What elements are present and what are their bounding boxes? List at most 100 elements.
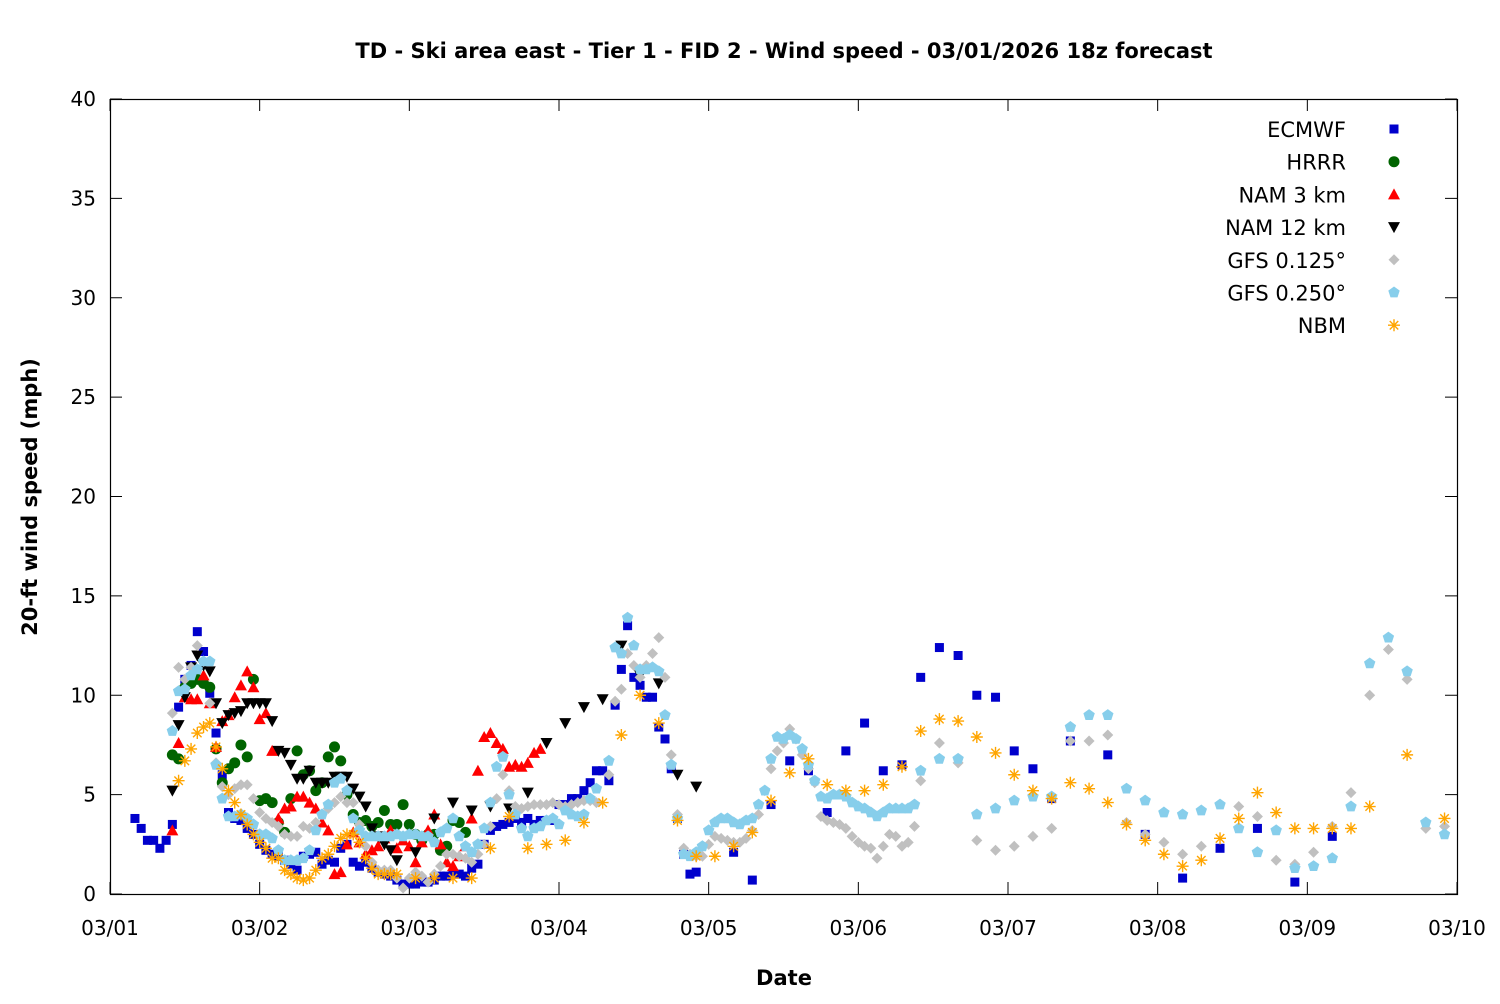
data-point: [173, 661, 185, 673]
data-point: [771, 745, 783, 757]
data-point: [340, 828, 353, 841]
data-point: [970, 730, 983, 743]
data-point: [1046, 822, 1058, 834]
data-point: [553, 818, 565, 830]
data-point: [1026, 784, 1039, 797]
data-point: [347, 797, 359, 809]
data-point: [1288, 822, 1301, 835]
data-point: [653, 632, 665, 644]
data-point: [216, 718, 229, 730]
y-tick-label: 25: [71, 385, 96, 409]
data-point: [204, 655, 216, 667]
data-point: [609, 641, 621, 653]
data-point: [578, 808, 590, 820]
data-point: [436, 871, 446, 881]
data-points: [130, 611, 1451, 894]
data-point: [161, 835, 171, 845]
data-point: [934, 643, 944, 653]
data-point: [297, 773, 310, 785]
data-point: [1176, 808, 1189, 820]
data-point: [365, 862, 378, 875]
data-point: [559, 718, 572, 730]
data-point: [241, 751, 253, 763]
data-point: [292, 865, 302, 875]
data-point: [515, 760, 528, 772]
data-point: [1102, 709, 1114, 720]
data-point: [1028, 764, 1038, 774]
x-tick-label: 03/01: [81, 916, 139, 940]
x-tick-label: 03/03: [381, 916, 439, 940]
data-point: [809, 774, 821, 786]
x-tick-label: 03/07: [979, 916, 1037, 940]
data-point: [971, 834, 983, 846]
data-point: [428, 836, 440, 848]
data-point: [365, 823, 378, 835]
data-point: [765, 752, 777, 764]
data-point: [659, 709, 671, 720]
data-point: [1232, 812, 1245, 825]
series-hrrr: [166, 673, 471, 856]
data-point: [498, 819, 508, 829]
data-point: [634, 671, 646, 683]
data-point: [178, 754, 191, 767]
data-point: [199, 647, 209, 657]
data-point: [496, 742, 509, 754]
data-point: [422, 830, 434, 842]
data-point: [1102, 729, 1114, 741]
data-point: [384, 868, 397, 881]
data-point: [540, 737, 553, 749]
data-point: [1008, 840, 1020, 852]
data-point: [484, 796, 497, 808]
data-point: [521, 787, 534, 799]
y-tick-label: 10: [71, 683, 96, 707]
data-point: [490, 736, 503, 748]
legend-label: NBM: [1298, 314, 1346, 338]
data-point: [303, 765, 316, 777]
data-point: [1009, 746, 1019, 756]
data-point: [166, 824, 179, 836]
data-point: [284, 868, 297, 881]
data-point: [665, 749, 677, 761]
data-point: [253, 836, 266, 849]
data-point: [727, 840, 740, 853]
data-point: [1326, 822, 1339, 835]
data-point: [216, 781, 228, 793]
data-point: [372, 868, 385, 881]
data-point: [316, 808, 328, 820]
data-point: [690, 781, 703, 793]
x-tick-label: 03/10: [1428, 916, 1486, 940]
data-point: [1195, 854, 1208, 867]
data-point: [590, 782, 603, 794]
data-point: [1401, 673, 1413, 685]
data-point: [166, 785, 179, 797]
data-point: [1270, 824, 1282, 836]
data-point: [628, 639, 640, 651]
data-point: [435, 860, 447, 872]
data-point: [272, 844, 285, 856]
data-point: [503, 810, 516, 823]
legend-marker-pentagon-icon: [1388, 286, 1400, 298]
data-point: [266, 744, 279, 756]
data-point: [953, 651, 963, 660]
data-point: [473, 859, 483, 869]
data-point: [1364, 689, 1376, 701]
data-point: [390, 842, 403, 854]
data-point: [204, 681, 216, 693]
data-point: [191, 640, 203, 652]
data-point: [465, 812, 478, 824]
data-point: [1064, 721, 1077, 732]
data-point: [841, 746, 851, 756]
data-point: [174, 702, 184, 712]
legend: ECMWF HRRR NAM 3 km NAM 12 km GFS 0.125° GFS …: [1225, 118, 1400, 338]
data-point: [278, 864, 291, 877]
data-point: [1064, 776, 1077, 789]
data-point: [284, 759, 297, 771]
data-point: [310, 816, 322, 828]
data-point: [266, 852, 279, 865]
data-point: [603, 769, 615, 781]
data-point: [865, 842, 877, 854]
data-point: [1233, 801, 1245, 813]
data-point: [765, 794, 778, 807]
data-point: [971, 808, 983, 820]
data-point: [616, 664, 626, 674]
